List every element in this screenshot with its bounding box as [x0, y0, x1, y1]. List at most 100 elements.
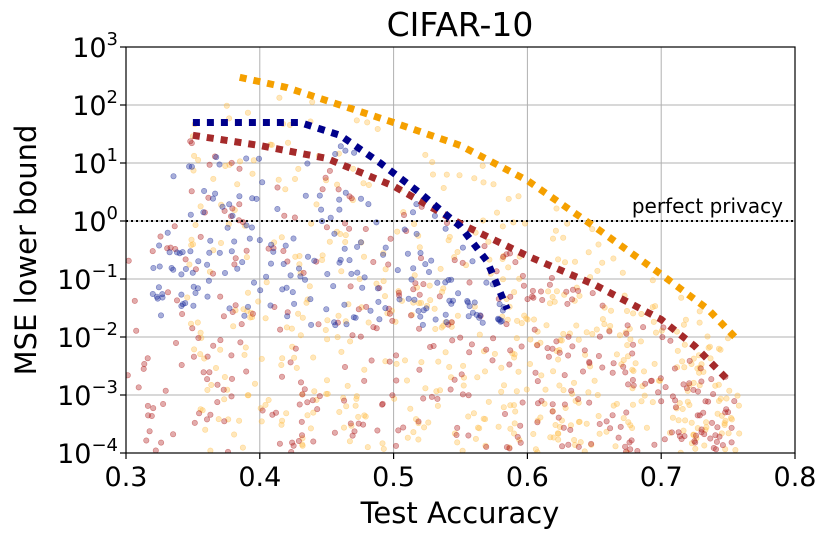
scatter-point — [615, 434, 622, 441]
scatter-point — [361, 366, 368, 373]
scatter-point — [555, 356, 562, 363]
scatter-point — [559, 443, 566, 450]
scatter-point — [365, 182, 372, 189]
scatter-point — [702, 398, 709, 405]
scatter-point — [575, 336, 582, 343]
scatter-point — [565, 333, 572, 340]
scatter-point — [623, 307, 630, 314]
scatter-point — [728, 439, 735, 446]
x-axis-ticks: 0.3 0.4 0.5 0.6 0.7 0.8 — [105, 453, 817, 493]
scatter-point — [200, 209, 207, 216]
scatter-point — [499, 223, 506, 230]
scatter-point — [341, 397, 348, 404]
scatter-point — [374, 126, 381, 133]
scatter-point — [353, 117, 360, 124]
scatter-point — [167, 244, 174, 251]
scatter-point — [299, 314, 306, 321]
scatter-point — [195, 334, 202, 341]
scatter-point — [712, 382, 719, 389]
scatter-point — [652, 329, 659, 336]
scatter-point — [379, 440, 386, 447]
scatter-point — [564, 300, 571, 307]
scatter-point — [319, 252, 326, 259]
scatter-point — [291, 214, 298, 221]
scatter-point — [270, 248, 277, 255]
scatter-point — [297, 273, 304, 280]
scatter-point — [459, 447, 466, 453]
scatter-point — [529, 287, 536, 294]
scatter-point — [299, 442, 306, 449]
scatter-point — [601, 321, 608, 328]
scatter-point — [538, 372, 545, 379]
scatter-point — [561, 372, 568, 379]
scatter-point — [649, 399, 656, 406]
scatter-point — [296, 253, 303, 260]
scatter-point — [342, 189, 349, 196]
scatter-point — [187, 211, 194, 218]
scatter-point — [323, 377, 330, 384]
scatter-series-dark-red — [126, 138, 738, 453]
scatter-point — [442, 349, 449, 356]
scatter-point — [593, 326, 600, 333]
scatter-point — [581, 347, 588, 354]
y-tick-label: 102 — [72, 87, 118, 122]
scatter-point — [243, 222, 250, 229]
scatter-point — [728, 424, 735, 431]
scatter-point — [336, 196, 343, 203]
scatter-point — [651, 360, 658, 367]
scatter-point — [419, 321, 426, 328]
scatter-point — [549, 408, 556, 415]
scatter-point — [726, 387, 733, 394]
scatter-point — [591, 377, 598, 384]
scatter-point — [630, 310, 637, 317]
scatter-point — [256, 237, 263, 244]
frontier-line-navy — [192, 119, 511, 311]
scatter-point — [204, 416, 211, 423]
scatter-point — [190, 353, 197, 360]
scatter-point — [526, 360, 533, 367]
scatter-point — [297, 270, 304, 277]
scatter-point — [546, 281, 553, 288]
x-tick-label: 0.7 — [640, 462, 683, 493]
scatter-point — [295, 265, 302, 272]
scatter-point — [319, 256, 326, 263]
scatter-point — [625, 381, 632, 388]
scatter-point — [204, 353, 211, 360]
scatter-point — [148, 412, 155, 419]
scatter-point — [563, 288, 570, 295]
scatter-point — [355, 420, 362, 427]
scatter-point — [220, 313, 227, 320]
scatter-point — [679, 405, 686, 412]
scatter-point — [434, 402, 441, 409]
scatter-point — [500, 253, 507, 260]
scatter-point — [165, 289, 172, 296]
y-tick-label: 10−4 — [57, 435, 118, 470]
scatter-point — [679, 358, 686, 365]
scatter-point — [675, 417, 682, 424]
scatter-point — [448, 323, 455, 330]
scatter-point — [326, 167, 333, 174]
scatter-point — [629, 350, 636, 357]
scatter-point — [216, 249, 223, 256]
scatter-point — [682, 417, 689, 424]
scatter-point — [221, 373, 228, 380]
scatter-point — [521, 220, 528, 227]
scatter-point — [676, 400, 683, 407]
scatter-point — [585, 389, 592, 396]
scatter-point — [481, 243, 488, 250]
scatter-point — [443, 319, 450, 326]
scatter-point — [616, 332, 623, 339]
scatter-point — [244, 392, 251, 399]
scatter-point — [342, 239, 349, 246]
x-tick-label: 0.8 — [774, 462, 817, 493]
scatter-point — [416, 291, 423, 298]
scatter-point — [436, 387, 443, 394]
scatter-point — [287, 359, 294, 366]
scatter-point — [667, 337, 674, 344]
scatter-point — [657, 375, 664, 382]
scatter-point — [304, 253, 311, 260]
scatter-point — [607, 307, 614, 314]
scatter-point — [465, 313, 472, 320]
scatter-point — [346, 257, 353, 264]
scatter-point — [324, 336, 331, 343]
